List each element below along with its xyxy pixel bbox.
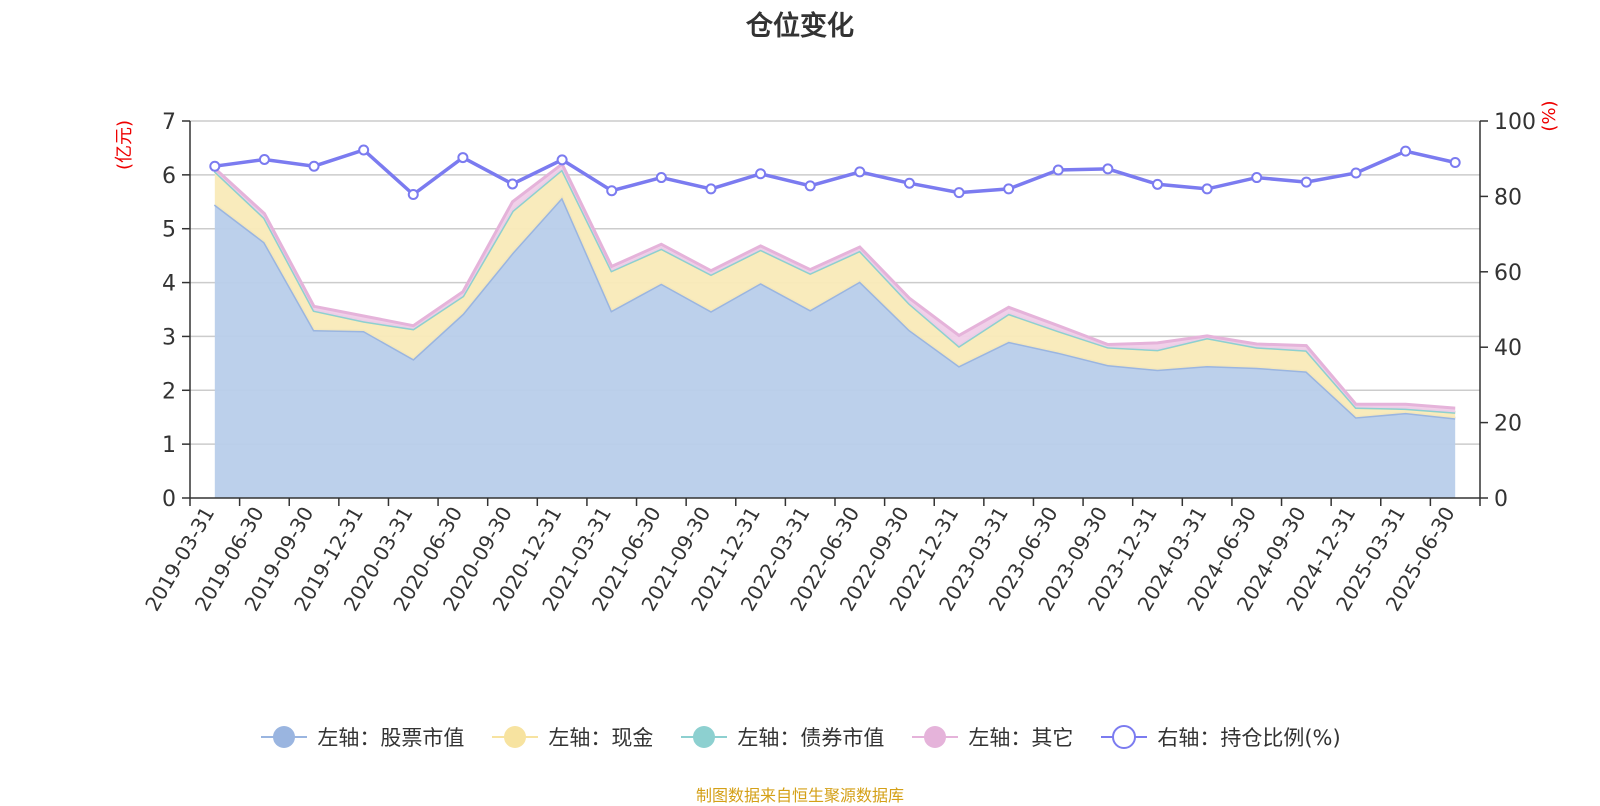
ratio-point [209, 160, 221, 172]
ratio-point [1251, 172, 1263, 184]
legend-item[interactable]: 左轴：其它 [910, 722, 1073, 752]
left-tick-label: 7 [162, 110, 176, 135]
data-source-note: 制图数据来自恒生聚源数据库 [695, 786, 904, 805]
ratio-point [1350, 167, 1362, 179]
legend-marker-icon [492, 726, 539, 748]
legend-label: 左轴：其它 [968, 726, 1074, 750]
ratio-point [507, 178, 518, 190]
ratio-point [407, 189, 419, 201]
right-tick-label: 80 [1494, 185, 1522, 210]
chart-title: 仓位变化 [746, 11, 854, 42]
right-tick-label: 40 [1494, 336, 1522, 361]
right-axis-title: (%) [1539, 100, 1560, 131]
ratio-point [1201, 183, 1213, 195]
ratio-point [1400, 145, 1412, 157]
ratio-point [705, 183, 717, 195]
stacked-areas [213, 161, 1456, 498]
ratio-point [755, 168, 767, 180]
ratio-line-path [214, 148, 1456, 197]
legend-marker-icon [681, 726, 728, 748]
legend-label: 左轴：现金 [548, 726, 654, 750]
ratio-point [1003, 183, 1015, 195]
ratio-point [655, 172, 667, 184]
legend-marker-icon [261, 726, 308, 748]
ratio-point [358, 144, 370, 156]
ratio-point [457, 152, 469, 164]
left-axis-title: (亿元) [114, 120, 135, 170]
left-tick-label: 4 [162, 272, 176, 297]
left-tick-label: 0 [162, 487, 176, 512]
area-edge-series-3 [213, 161, 1456, 410]
area-series-0 [214, 197, 1456, 498]
legend-label: 左轴：股票市值 [317, 726, 465, 750]
right-tick-label: 0 [1494, 487, 1508, 512]
left-tick-label: 6 [162, 164, 176, 189]
ratio-point [1300, 176, 1312, 188]
ratio-point [1052, 164, 1064, 176]
legend-item[interactable]: 左轴：现金 [490, 722, 653, 752]
ratio-point [953, 187, 965, 199]
legend-item[interactable]: 左轴：股票市值 [259, 722, 464, 752]
right-tick-label: 100 [1494, 110, 1536, 135]
ratio-point [854, 166, 866, 178]
ratio-point [258, 153, 270, 165]
ratio-point [1152, 178, 1163, 190]
chart-legend: 左轴：股票市值 左轴：现金 左轴：债券市值 左轴：其它 右轴：持仓比例(%) [0, 722, 1600, 752]
ratio-point [903, 177, 915, 189]
area-series-1 [214, 169, 1456, 419]
legend-label: 左轴：债券市值 [737, 726, 885, 750]
left-tick-label: 1 [162, 433, 176, 458]
legend-item[interactable]: 左轴：债券市值 [679, 722, 884, 752]
ratio-point [1449, 156, 1461, 168]
right-tick-label: 60 [1494, 261, 1522, 286]
axes [182, 120, 1488, 506]
legend-marker-icon [1101, 725, 1148, 749]
left-tick-label: 2 [162, 379, 176, 404]
left-tick-label: 3 [162, 325, 176, 350]
ratio-point [308, 160, 320, 172]
ratio-line [209, 144, 1461, 201]
left-tick-label: 5 [162, 218, 176, 243]
ratio-point [1102, 163, 1114, 175]
legend-label: 右轴：持仓比例(%) [1157, 726, 1341, 750]
right-tick-label: 20 [1494, 412, 1522, 437]
ratio-point [556, 154, 568, 166]
ratio-point [606, 185, 618, 197]
ratio-point [804, 180, 816, 192]
legend-marker-icon [912, 726, 959, 748]
legend-item[interactable]: 右轴：持仓比例(%) [1099, 722, 1341, 752]
